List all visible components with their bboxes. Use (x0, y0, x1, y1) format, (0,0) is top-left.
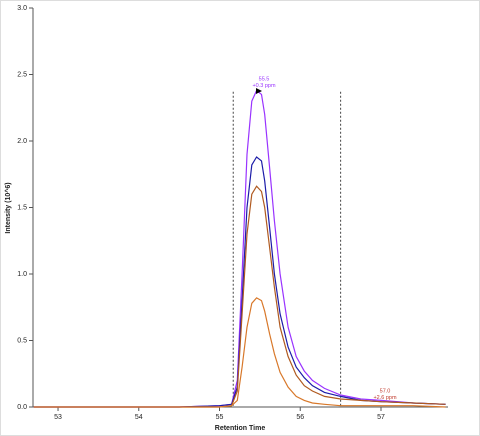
y-tick-label: 3.0 (17, 5, 27, 12)
x-axis-label: Retention Time (215, 425, 266, 432)
annotation: +2.6 ppm (373, 395, 397, 401)
y-tick-label: 2.5 (17, 71, 27, 78)
x-tick-label: 57 (377, 414, 385, 421)
y-tick-label: 1.0 (17, 271, 27, 278)
x-tick-label: 53 (54, 414, 62, 421)
annotation: 57.0 (380, 388, 391, 394)
x-tick-label: 54 (135, 414, 143, 421)
y-tick-label: 0.5 (17, 337, 27, 344)
peak-marker (256, 88, 262, 94)
x-tick-label: 55 (216, 414, 224, 421)
y-tick-label: 1.5 (17, 204, 27, 211)
x-tick-label: 56 (296, 414, 304, 421)
y-tick-label: 0.0 (17, 404, 27, 411)
y-axis-label: Intensity (10^6) (4, 182, 12, 233)
annotation: 55.5 (259, 76, 270, 82)
annotation: +0.3 ppm (252, 83, 276, 89)
series-line (33, 297, 446, 408)
y-tick-label: 2.0 (17, 138, 27, 145)
